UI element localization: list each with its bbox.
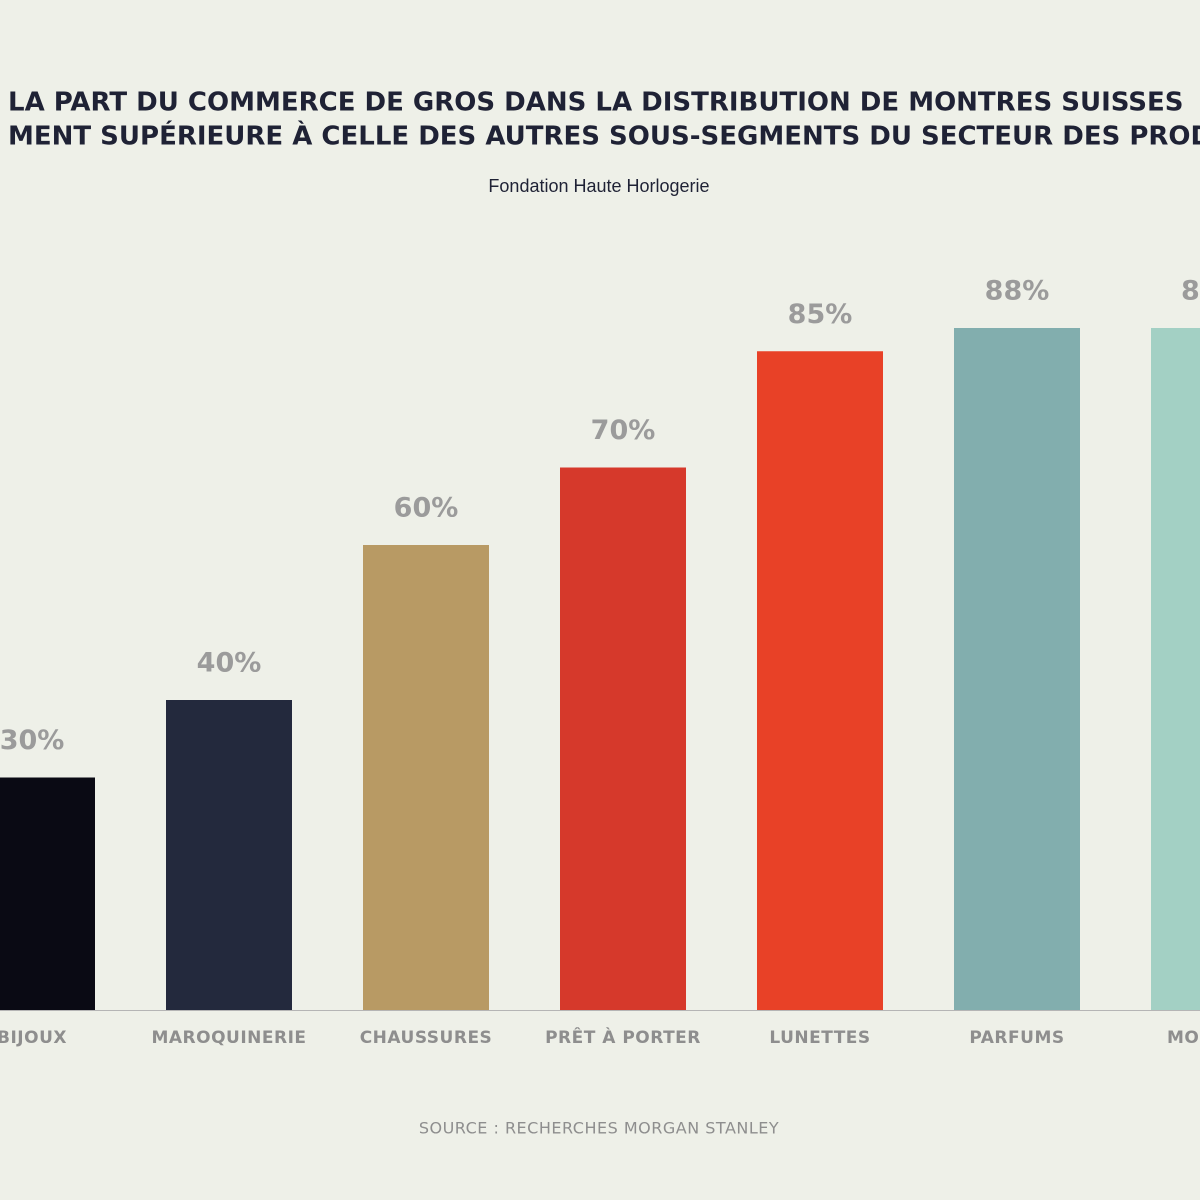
bar xyxy=(0,777,95,1010)
value-label: 8 xyxy=(1181,276,1200,307)
x-tick-label: PRÊT À PORTER xyxy=(545,1026,701,1048)
value-label: 88% xyxy=(985,276,1050,307)
bar xyxy=(166,700,292,1010)
x-tick-label: BIJOUX xyxy=(0,1028,67,1048)
x-tick-label: LUNETTES xyxy=(769,1028,870,1048)
value-label: 30% xyxy=(0,725,64,756)
title-line: MENT SUPÉRIEURE À CELLE DES AUTRES SOUS-… xyxy=(8,120,1200,152)
value-label: 85% xyxy=(788,299,853,330)
bar xyxy=(560,467,686,1010)
x-tick-label: MAROQUINERIE xyxy=(151,1028,306,1048)
bar xyxy=(954,328,1080,1010)
bar xyxy=(757,351,883,1010)
title-line: LA PART DU COMMERCE DE GROS DANS LA DIST… xyxy=(8,88,1184,118)
x-tick-label: PARFUMS xyxy=(969,1028,1064,1048)
bar xyxy=(363,545,489,1010)
x-tick-label: CHAUSSURES xyxy=(360,1028,493,1048)
value-label: 60% xyxy=(394,493,459,524)
x-tick-label: MO xyxy=(1167,1028,1199,1048)
subtitle: Fondation Haute Horlogerie xyxy=(488,176,709,196)
bar xyxy=(1151,328,1200,1010)
value-label: 40% xyxy=(197,648,262,679)
source: SOURCE : RECHERCHES MORGAN STANLEY xyxy=(419,1119,779,1138)
value-label: 70% xyxy=(591,415,656,446)
